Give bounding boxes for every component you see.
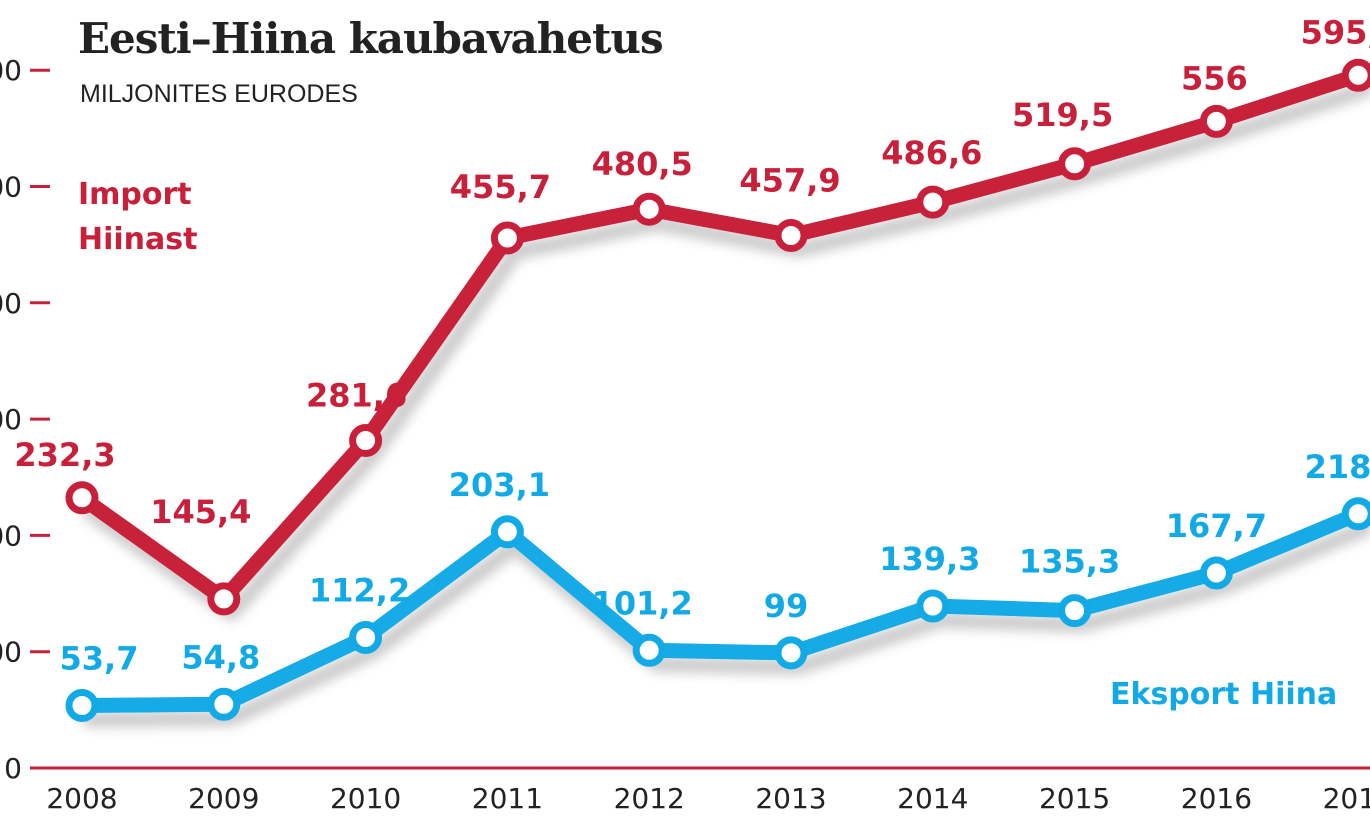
data-point-import: [774, 219, 808, 252]
series-label-export-line-1: Eksport Hiina: [1110, 677, 1338, 712]
data-label-export: 112,2: [309, 572, 410, 610]
y-tick-label: 300: [0, 403, 22, 436]
x-tick-label: 2012: [614, 782, 685, 815]
x-tick-label: 2013: [755, 782, 826, 815]
data-label-import: 519,5: [1012, 96, 1113, 134]
data-label-import: 145,4: [150, 493, 251, 531]
data-label-import: 457,9: [739, 162, 840, 200]
x-tick-label: 2008: [46, 782, 117, 815]
data-point-export: [774, 636, 808, 670]
data-point-export: [916, 589, 950, 623]
data-point-import: [916, 185, 950, 219]
x-tick-label: 2017: [1323, 782, 1370, 815]
data-point-import: [349, 424, 383, 457]
data-label-export: 54,8: [181, 638, 260, 676]
data-label-export: 167,7: [1166, 507, 1267, 545]
series-line-export: [74, 506, 1366, 713]
data-label-export: 53,7: [60, 640, 139, 678]
data-point-import: [65, 481, 99, 515]
data-point-import: [1341, 58, 1370, 92]
data-point-export: [65, 689, 99, 722]
data-label-import: 281,6: [306, 377, 407, 415]
data-point-export: [1058, 594, 1092, 628]
data-point-export: [632, 633, 666, 667]
x-tick-label: 2016: [1181, 782, 1252, 815]
y-tick-label: 200: [0, 519, 22, 552]
y-tick-label: 600: [0, 54, 22, 87]
data-label-export: 139,3: [879, 540, 980, 578]
data-label-export: 99: [764, 587, 809, 625]
data-label-import: 232,3: [14, 436, 115, 474]
data-point-export: [349, 621, 383, 654]
chart-title: Eesti–Hiina kaubavahetus: [78, 14, 664, 63]
data-point-export: [490, 515, 524, 549]
series-line-import: [74, 67, 1366, 607]
y-tick-label: 100: [0, 636, 22, 669]
data-point-export: [207, 687, 241, 721]
x-tick-label: 2015: [1039, 782, 1110, 815]
series-label-import-line-1: Import: [78, 177, 192, 212]
data-point-import: [207, 582, 241, 616]
x-tick-label: 2010: [330, 782, 401, 815]
data-point-export: [1199, 556, 1233, 590]
chart-subtitle: MILJONITES EURODES: [80, 80, 358, 108]
data-point-import: [632, 192, 666, 226]
data-label-import: 486,6: [881, 134, 982, 172]
series-label-import: Import Hiinast: [78, 172, 197, 262]
data-label-import: 595,6: [1301, 13, 1370, 51]
data-point-import: [490, 221, 524, 255]
series-label-import-line-2: Hiinast: [78, 222, 198, 257]
x-tick-label: 2009: [188, 782, 259, 815]
data-label-import: 455,7: [450, 168, 551, 206]
data-point-export: [1341, 497, 1370, 531]
data-point-import: [1058, 147, 1092, 181]
series-label-export: Eksport Hiina: [1110, 672, 1337, 717]
x-tick-label: 2011: [472, 782, 543, 815]
data-label-export: 218,6: [1305, 448, 1370, 486]
data-label-import: 556: [1181, 59, 1248, 97]
y-tick-label: 400: [0, 287, 22, 320]
data-point-import: [1199, 104, 1233, 138]
data-label-export: 135,3: [1019, 543, 1120, 581]
x-tick-label: 2014: [897, 782, 968, 815]
data-label-import: 480,5: [592, 145, 693, 183]
y-tick-label: 0: [4, 752, 22, 785]
data-label-export: 101,2: [592, 584, 693, 622]
data-label-export: 203,1: [449, 466, 550, 504]
y-tick-label: 500: [0, 171, 22, 204]
